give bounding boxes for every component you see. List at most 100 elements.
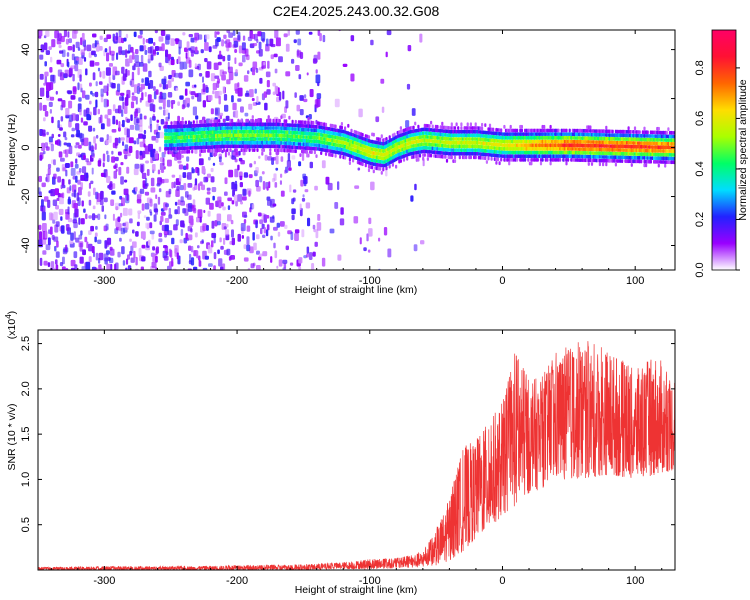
spectrogram-cell	[100, 114, 103, 124]
spectrogram-cell	[88, 199, 92, 206]
spectrogram-cell	[151, 135, 157, 141]
spectrogram-cell	[62, 256, 65, 265]
spectrogram-cell	[49, 109, 52, 114]
spectrogram-cell	[43, 150, 46, 155]
spectrogram-cell	[177, 199, 181, 206]
spectrogram-cell	[306, 253, 309, 258]
spectrogram-cell	[51, 116, 54, 124]
spectrogram-cell	[64, 153, 69, 158]
spectrogram-cell	[217, 90, 222, 96]
spectrogram-cell	[155, 89, 159, 95]
spectrogram-cell	[411, 108, 416, 116]
spectrogram-cell	[145, 39, 149, 43]
spectrogram-cell	[75, 114, 79, 122]
spectrogram-cell	[196, 216, 200, 223]
spectrogram-cell	[79, 83, 83, 89]
spectrogram-cell	[305, 149, 308, 154]
spectrogram-cell	[126, 166, 130, 174]
spectrogram-cell	[198, 260, 202, 267]
spectrogram-cell	[193, 208, 197, 214]
spectrogram-cell	[314, 241, 318, 247]
spectrogram-cell	[237, 31, 241, 41]
spectrogram-cell	[170, 58, 175, 66]
spectrogram-cell	[151, 164, 156, 172]
spectrogram-cell	[549, 161, 552, 166]
spectrogram-cell	[146, 223, 150, 230]
spectrogram-cell	[171, 257, 174, 267]
spectrogram-cell	[252, 203, 255, 210]
spectrogram-cell	[53, 173, 57, 180]
spectrogram-cell	[174, 245, 179, 254]
spectrogram-cell	[65, 169, 68, 177]
spectrogram-cell	[299, 153, 302, 157]
spectrogram-cell	[295, 30, 300, 35]
spectrogram-cell	[144, 77, 149, 86]
spectrogram-cell	[337, 181, 340, 191]
spectrogram-cell	[106, 34, 112, 39]
spectrogram-cell	[205, 71, 210, 78]
spectrogram-cell	[145, 160, 149, 164]
x-tick-label: -200	[226, 575, 248, 587]
spectrogram-cell	[231, 237, 235, 246]
spectrogram-cell	[243, 172, 248, 178]
spectrogram-cell	[350, 128, 353, 133]
spectrogram-cell	[44, 61, 47, 67]
colorbar-ticks: 0.0 0.2 0.4 0.6 0.8	[694, 60, 740, 278]
spectrogram-cell	[187, 50, 190, 58]
spectrogram-cell	[285, 43, 290, 52]
spectrogram-cell	[129, 238, 132, 242]
spectrogram-cell	[100, 267, 104, 270]
spectrogram-cell	[48, 46, 52, 50]
spectrogram-cell	[83, 208, 86, 213]
spectrogram-cell	[155, 255, 158, 263]
spectrogram-cell	[322, 34, 326, 43]
spectrogram-cell	[160, 211, 166, 216]
spectrogram-cell	[70, 161, 74, 168]
spectrogram-cell	[289, 184, 292, 193]
spectrogram-cell	[83, 137, 89, 147]
spectrogram-cell	[223, 226, 227, 230]
spectrogram-cell	[460, 122, 463, 127]
spectrogram-cell	[135, 49, 139, 55]
spectrogram-cell	[82, 39, 86, 47]
spectrogram-cell	[230, 219, 234, 225]
spectrogram-cell	[163, 76, 167, 84]
spectrogram-cell	[458, 155, 461, 160]
spectrogram-cell	[313, 228, 317, 233]
spectrogram-cell	[99, 71, 102, 78]
spectrogram-cell	[141, 92, 144, 101]
spectrogram-cell	[170, 121, 173, 125]
spectrogram-cell	[178, 72, 183, 79]
spectrogram-cell	[209, 202, 214, 210]
spectrogram-cell	[47, 163, 52, 169]
spectrogram-cell	[217, 249, 220, 255]
spectrogram-cell	[237, 82, 240, 88]
spectrogram-cell	[231, 118, 234, 123]
spectrogram-cell	[176, 120, 179, 125]
spectrogram-cell	[430, 153, 433, 158]
spectrogram-cell	[187, 183, 193, 188]
spectrogram-cell	[375, 116, 380, 123]
spectrogram-cell	[344, 126, 347, 131]
spectrogram-cell	[161, 43, 165, 52]
spectrogram-cell	[67, 61, 70, 68]
spectrogram-cell	[219, 156, 222, 163]
spectrogram-cell	[108, 257, 114, 264]
spectrogram-cell	[168, 214, 173, 219]
spectrogram-cell	[251, 118, 254, 123]
spectrogram-cell	[183, 183, 187, 191]
spectrogram-cell	[70, 95, 76, 100]
spectrogram-cell	[194, 178, 198, 186]
spectrogram-cell	[75, 142, 80, 146]
spectrogram-cell	[240, 118, 243, 123]
spectrogram-cell	[54, 188, 59, 196]
spectrogram-cell	[117, 105, 122, 114]
spectrogram-cell	[99, 35, 103, 40]
spectrogram-cell	[105, 250, 110, 255]
spectrogram-cell	[199, 181, 203, 186]
spectrogram-cell	[59, 72, 65, 81]
spectrogram-cell	[147, 94, 152, 103]
spectrogram-cell	[201, 239, 204, 244]
spectrogram-cell	[110, 199, 115, 206]
spectrogram-cell	[175, 189, 180, 197]
